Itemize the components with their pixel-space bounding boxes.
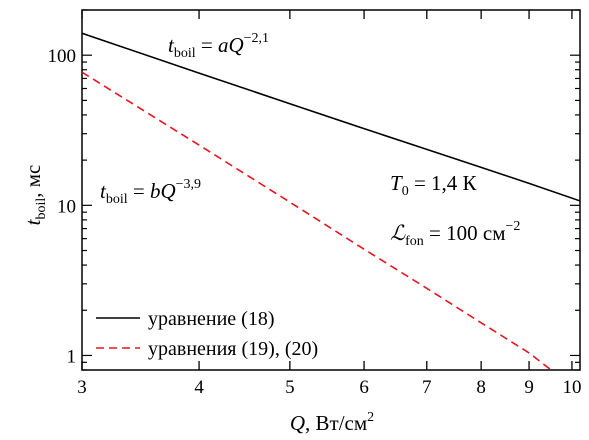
param1-rest: = 1,4 К: [409, 171, 478, 195]
x-axis-label-sup: 2: [367, 410, 374, 425]
y-tick-label: 100: [48, 46, 77, 67]
law1-lhs-sub: boil: [174, 46, 196, 61]
x-axis-label-units: , Вт/см: [305, 411, 367, 435]
law1-lhs: t: [168, 33, 175, 57]
law1-coef: a: [218, 33, 229, 57]
legend-label-series-1: уравнение (18): [148, 308, 275, 330]
law1-var: Q: [228, 33, 243, 57]
law2-lhs: t: [100, 179, 107, 203]
legend-label-series-2: уравнения (19), (20): [148, 338, 318, 360]
x-tick-label: 7: [422, 377, 432, 398]
param2-sup: −2: [506, 219, 521, 234]
series-line-1: [82, 32, 580, 202]
law2-lhs-sub: boil: [106, 192, 128, 207]
x-axis-label: Q, Вт/см2: [290, 410, 374, 435]
law2-exp: −3,9: [176, 177, 201, 192]
param2-sub: fon: [405, 234, 424, 249]
law2-var: Q: [160, 179, 175, 203]
y-axis-label: tboil, мс: [21, 165, 49, 226]
plot-frame: [81, 9, 581, 371]
x-tick-label: 6: [359, 377, 369, 398]
annotation-temperature: T0 = 1,4 К: [390, 171, 478, 199]
x-tick-label: 10: [562, 377, 581, 398]
param1-sub: 0: [402, 184, 409, 199]
param2-rest: = 100 см: [424, 221, 506, 245]
x-tick-label: 9: [524, 377, 534, 398]
x-tick-label: 8: [476, 377, 486, 398]
annotation-line-density: ℒfon = 100 см−2: [390, 219, 520, 249]
series-layer: [82, 32, 580, 370]
x-axis-ticks: 3 4 5 6 7 8 9 10: [77, 10, 581, 398]
law2-coef: b: [150, 179, 161, 203]
law1-exp: −2,1: [244, 31, 269, 46]
series-line-2: [82, 71, 552, 370]
x-tick-label: 5: [285, 377, 295, 398]
legend: уравнение (18) уравнения (19), (20): [96, 308, 318, 360]
param2-sym: ℒ: [390, 221, 406, 245]
y-tick-label: 1: [67, 346, 77, 367]
y-tick-label: 10: [57, 196, 76, 217]
annotation-law-1: tboil = aQ−2,1: [168, 31, 269, 61]
y-axis-label-sub: boil: [34, 198, 49, 220]
annotation-law-2: tboil = bQ−3,9: [100, 177, 201, 207]
x-tick-label: 4: [194, 377, 204, 398]
x-tick-label: 3: [77, 377, 87, 398]
y-axis-label-units: , мс: [21, 165, 45, 198]
law1-eq: =: [196, 33, 218, 57]
y-axis-label-var: t: [21, 218, 45, 225]
law2-eq: =: [128, 179, 150, 203]
param1-sym: T: [390, 171, 403, 195]
y-axis-ticks: 1 10 100: [48, 9, 580, 371]
x-axis-label-var: Q: [290, 411, 305, 435]
